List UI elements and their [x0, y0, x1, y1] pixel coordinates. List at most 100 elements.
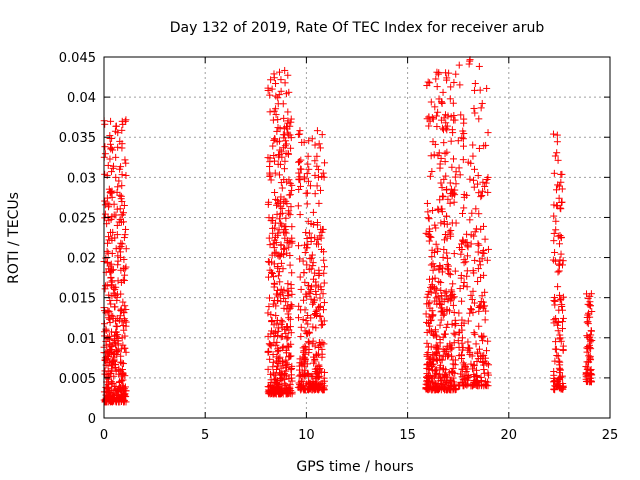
- y-tick-label: 0.04: [67, 91, 96, 106]
- data-point: [429, 356, 437, 364]
- data-point: [440, 245, 448, 253]
- data-point: [460, 193, 468, 201]
- y-tick-label: 0.045: [59, 51, 96, 66]
- data-point: [551, 248, 559, 256]
- data-point: [429, 266, 437, 274]
- data-point: [425, 364, 433, 372]
- data-point: [479, 178, 487, 186]
- data-point: [438, 99, 446, 107]
- data-point: [441, 236, 449, 244]
- data-point: [319, 321, 327, 329]
- data-point: [479, 337, 487, 345]
- data-point: [473, 378, 481, 386]
- data-point: [459, 142, 467, 150]
- data-point: [466, 175, 474, 183]
- data-point: [582, 363, 590, 371]
- data-point: [299, 316, 307, 324]
- data-point: [476, 261, 484, 269]
- data-point: [452, 180, 460, 188]
- data-point: [107, 189, 115, 197]
- data-point: [316, 294, 324, 302]
- data-point: [101, 370, 109, 378]
- y-tick-label: 0: [88, 412, 96, 427]
- data-point: [108, 379, 116, 387]
- data-point: [586, 354, 594, 362]
- data-point: [122, 245, 130, 253]
- data-point: [297, 285, 305, 293]
- data-point: [452, 219, 460, 227]
- y-tick-label: 0.015: [59, 292, 96, 307]
- data-point: [305, 385, 313, 393]
- data-point: [296, 211, 304, 219]
- data-point: [479, 222, 487, 230]
- data-point: [468, 209, 476, 217]
- data-point: [586, 367, 594, 375]
- data-point: [423, 373, 431, 381]
- data-point: [467, 240, 475, 248]
- data-point: [455, 309, 463, 317]
- data-point: [463, 238, 471, 246]
- data-point: [588, 308, 596, 316]
- data-point: [264, 84, 272, 92]
- data-point: [449, 129, 457, 137]
- data-point: [277, 241, 285, 249]
- data-point: [268, 270, 276, 278]
- data-point: [583, 318, 591, 326]
- data-point: [320, 248, 328, 256]
- data-point: [265, 347, 273, 355]
- data-point: [458, 321, 466, 329]
- data-point: [285, 243, 293, 251]
- data-point: [272, 312, 280, 320]
- data-point: [313, 127, 321, 135]
- data-point: [309, 323, 317, 331]
- data-point: [484, 337, 492, 345]
- data-point: [552, 315, 560, 323]
- data-point: [107, 268, 115, 276]
- data-point: [427, 98, 435, 106]
- data-point: [283, 372, 291, 380]
- data-point: [312, 287, 320, 295]
- data-point: [113, 331, 121, 339]
- data-point: [287, 144, 295, 152]
- data-point: [110, 162, 118, 170]
- data-point: [442, 366, 450, 374]
- data-point: [282, 222, 290, 230]
- data-point: [269, 214, 277, 222]
- data-point: [108, 362, 116, 370]
- data-point: [275, 91, 283, 99]
- data-point: [298, 138, 306, 146]
- data-point: [116, 253, 124, 261]
- data-point: [303, 235, 311, 243]
- data-point: [549, 130, 557, 138]
- data-point: [460, 204, 468, 212]
- data-point: [478, 255, 486, 263]
- data-point: [276, 278, 284, 286]
- data-point: [432, 75, 440, 83]
- data-point: [297, 333, 305, 341]
- data-point: [553, 131, 561, 139]
- data-point: [469, 141, 477, 149]
- data-point: [294, 202, 302, 210]
- data-point: [459, 156, 467, 164]
- data-point: [288, 377, 296, 385]
- data-point: [275, 226, 283, 234]
- data-point: [111, 303, 119, 311]
- data-point: [459, 344, 467, 352]
- data-point: [556, 358, 564, 366]
- data-point: [318, 131, 326, 139]
- data-point: [585, 309, 593, 317]
- data-point: [437, 154, 445, 162]
- data-point: [277, 87, 285, 95]
- data-point: [468, 352, 476, 360]
- data-point: [469, 176, 477, 184]
- data-point: [276, 68, 284, 76]
- data-point: [316, 313, 324, 321]
- data-point: [424, 343, 432, 351]
- data-point: [282, 349, 290, 357]
- data-point: [313, 351, 321, 359]
- data-point: [555, 306, 563, 314]
- data-point: [463, 230, 471, 238]
- data-point: [108, 193, 116, 201]
- data-point: [551, 386, 559, 394]
- data-point: [111, 331, 119, 339]
